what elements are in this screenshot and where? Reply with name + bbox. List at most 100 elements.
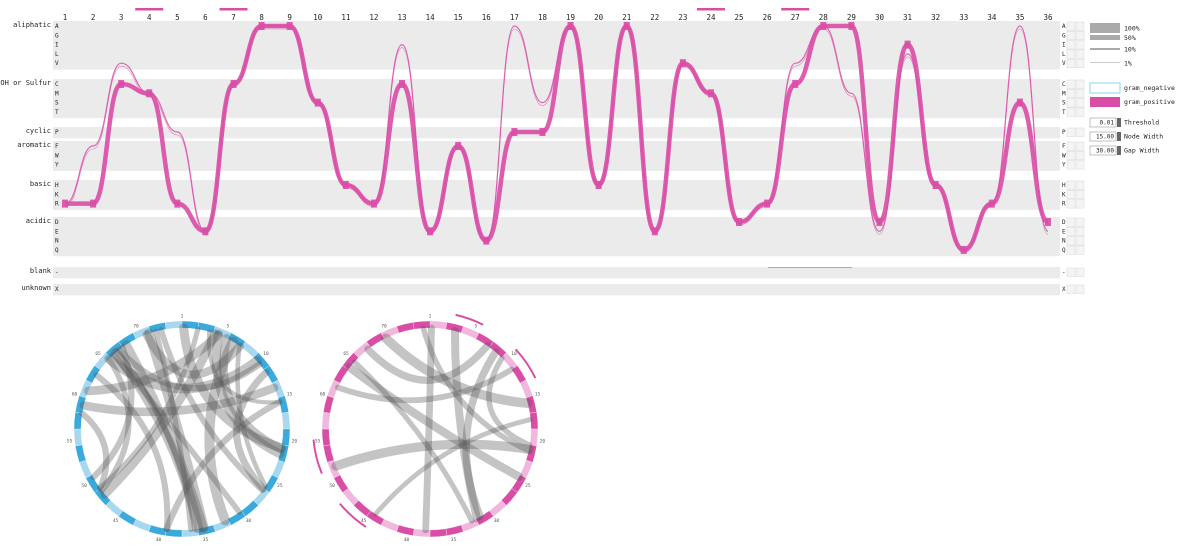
- residue-box: [1075, 127, 1085, 137]
- residue-label-left: H: [55, 182, 59, 189]
- chord-link: [110, 348, 204, 534]
- flow-node: [258, 22, 265, 30]
- ring-segment: [323, 444, 335, 463]
- group-label: OH or Sulfur: [0, 79, 51, 87]
- spinner-arrows-icon[interactable]: [1117, 118, 1121, 127]
- flow-node: [62, 199, 68, 208]
- residue-box: [1066, 40, 1076, 50]
- spinner-arrows-icon[interactable]: [1117, 146, 1121, 155]
- residue-box: [1066, 236, 1076, 246]
- position-label: 5: [175, 13, 180, 22]
- size-legend-label: 100%: [1124, 25, 1140, 33]
- ring-tick-label: 40: [156, 537, 162, 543]
- position-label: 33: [959, 13, 968, 22]
- residue-label-right: H: [1062, 182, 1066, 189]
- residue-box: [1066, 180, 1076, 190]
- gap-width-value: 30.00: [1096, 148, 1114, 155]
- residue-box: [1066, 89, 1076, 99]
- position-label: 10: [313, 13, 323, 22]
- residue-box: [1066, 267, 1076, 277]
- residue-label-right: X: [1062, 286, 1066, 293]
- flow-node: [539, 128, 546, 136]
- color-swatch-gram-positive: [1090, 97, 1120, 107]
- group-label: aliphatic: [13, 21, 51, 29]
- gap-width-input[interactable]: [1089, 145, 1117, 156]
- node-width-input[interactable]: [1089, 131, 1117, 142]
- ring-tick-label: 70: [381, 323, 387, 329]
- spinner-arrows-icon[interactable]: [1117, 132, 1121, 141]
- group-label: cyclic: [26, 127, 51, 135]
- residue-box: [1075, 141, 1085, 151]
- ring-segment: [281, 428, 291, 447]
- residue-box: [1075, 190, 1085, 200]
- ring-segment: [333, 474, 349, 493]
- residue-box: [1075, 79, 1085, 89]
- flow-node: [511, 128, 518, 136]
- position-label: 8: [259, 13, 264, 22]
- position-label: 16: [482, 13, 492, 22]
- residue-box: [1075, 89, 1085, 99]
- size-legend-label: 50%: [1124, 34, 1136, 42]
- residue-label-right: Q: [1062, 247, 1066, 254]
- chord-link: [79, 410, 110, 492]
- residue-box: [1066, 79, 1076, 89]
- chord-link: [373, 417, 533, 517]
- residue-label-right: W: [1062, 152, 1066, 159]
- position-label: 14: [426, 13, 436, 22]
- residue-label-left: D: [55, 219, 59, 226]
- flow-node: [174, 199, 181, 208]
- chord-link: [211, 330, 285, 459]
- residue-label-right: Y: [1062, 162, 1066, 169]
- position-label: 30: [875, 13, 885, 22]
- chord-link: [486, 355, 533, 448]
- residue-box: [1075, 31, 1085, 41]
- flow-node: [960, 245, 967, 254]
- residue-label-left: K: [55, 191, 59, 198]
- residue-box: [1066, 141, 1076, 151]
- position-label: 31: [903, 13, 912, 22]
- position-label: 29: [847, 13, 856, 22]
- flow-node: [904, 40, 911, 49]
- ring-tick-label: 30: [494, 518, 500, 524]
- threshold-input[interactable]: [1089, 117, 1117, 128]
- flow-node: [146, 89, 153, 98]
- ring-segment: [380, 518, 399, 532]
- color-swatch-gram-negative: [1089, 82, 1121, 94]
- legend-panel: 100%50% 10% 1% gram_negative gram_positive 0.…: [1089, 23, 1175, 156]
- chord-link: [116, 346, 263, 392]
- color-label-gram-negative: gram_negative: [1124, 84, 1175, 92]
- residue-box: [1066, 284, 1076, 294]
- ring-segment: [323, 395, 335, 414]
- position-label: 4: [147, 13, 152, 22]
- ring-tick-label: 55: [315, 438, 321, 444]
- position-label: 9: [287, 13, 292, 22]
- residue-box: [1075, 49, 1085, 59]
- residue-box: [1075, 40, 1085, 50]
- chord-link: [206, 329, 282, 405]
- ring-segment: [75, 444, 87, 463]
- flow-node: [595, 181, 602, 189]
- position-label: 7: [231, 13, 236, 22]
- residue-box: [1066, 160, 1076, 170]
- residue-label-right: R: [1062, 201, 1066, 208]
- position-label: 21: [622, 13, 631, 22]
- residue-label-left: X: [55, 286, 59, 293]
- ring-segment: [281, 411, 291, 430]
- chord-link: [420, 325, 532, 454]
- residue-box: [1066, 190, 1076, 200]
- ring-tick-label: 1: [181, 314, 184, 320]
- ring-highlight-arc: [455, 313, 484, 326]
- position-axis: 1 2 3 4 5 6 7 8 9 10 11 12 13 14 15 16 17 18 19 20 21 22 23 24 2…: [63, 8, 1053, 268]
- residue-label-right: D: [1062, 219, 1066, 226]
- group-label: aromatic: [17, 141, 51, 149]
- ring-highlight-arc: [514, 348, 537, 379]
- residue-label-left: P: [55, 129, 59, 136]
- ring-tick-label: 45: [113, 518, 119, 524]
- ring-tick-label: 1: [429, 314, 432, 320]
- residue-label-left: V: [55, 60, 59, 67]
- residue-box: [1075, 58, 1085, 68]
- gap-width-label: Gap Width: [1124, 147, 1159, 155]
- flow-node: [623, 22, 630, 30]
